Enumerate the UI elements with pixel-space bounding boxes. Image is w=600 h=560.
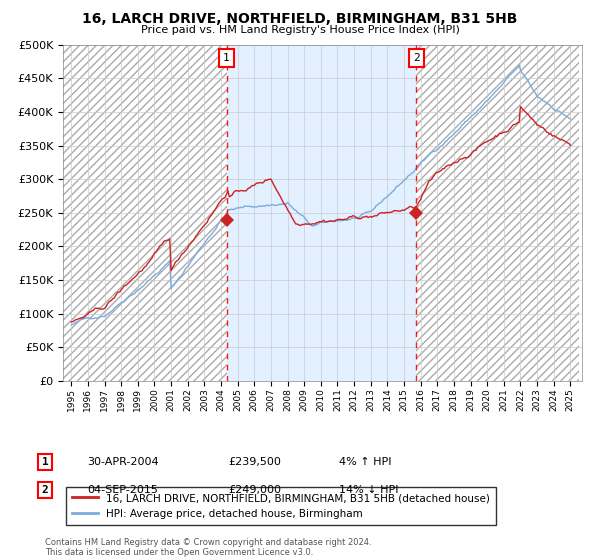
Text: 16, LARCH DRIVE, NORTHFIELD, BIRMINGHAM, B31 5HB: 16, LARCH DRIVE, NORTHFIELD, BIRMINGHAM,… bbox=[82, 12, 518, 26]
Text: £249,000: £249,000 bbox=[228, 485, 281, 495]
Text: 1: 1 bbox=[41, 457, 49, 467]
Text: 14% ↓ HPI: 14% ↓ HPI bbox=[339, 485, 398, 495]
Text: 2: 2 bbox=[413, 53, 420, 63]
Text: 30-APR-2004: 30-APR-2004 bbox=[87, 457, 158, 467]
Text: Contains HM Land Registry data © Crown copyright and database right 2024.
This d: Contains HM Land Registry data © Crown c… bbox=[45, 538, 371, 557]
Text: 1: 1 bbox=[223, 53, 230, 63]
Text: 4% ↑ HPI: 4% ↑ HPI bbox=[339, 457, 391, 467]
Text: 04-SEP-2015: 04-SEP-2015 bbox=[87, 485, 158, 495]
Text: 2: 2 bbox=[41, 485, 49, 495]
Text: Price paid vs. HM Land Registry's House Price Index (HPI): Price paid vs. HM Land Registry's House … bbox=[140, 25, 460, 35]
Legend: 16, LARCH DRIVE, NORTHFIELD, BIRMINGHAM, B31 5HB (detached house), HPI: Average : 16, LARCH DRIVE, NORTHFIELD, BIRMINGHAM,… bbox=[65, 487, 496, 525]
Bar bbox=[227, 45, 416, 381]
Bar bbox=[63, 45, 227, 381]
Text: £239,500: £239,500 bbox=[228, 457, 281, 467]
Bar bbox=[416, 45, 578, 381]
